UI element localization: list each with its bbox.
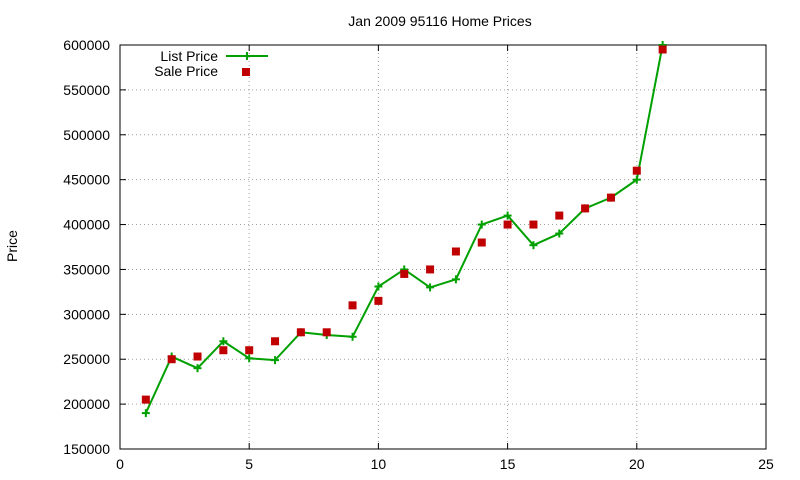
sale-price-point [167,355,176,364]
y-tick-label: 150000 [63,441,110,457]
sale-price-point [503,220,512,229]
x-tick-label: 10 [371,456,387,472]
y-tick-label: 250000 [63,351,110,367]
list-price-line [144,44,664,414]
sale-price-point [271,337,280,346]
x-tick-label: 5 [245,456,253,472]
x-tick-label: 20 [629,456,645,472]
y-tick-label: 400000 [63,217,110,233]
y-tick-label: 550000 [63,82,110,98]
grid [120,45,766,449]
y-tick-label: 200000 [63,396,110,412]
list-price-point [374,282,383,291]
axis-ticks: 0 5 10 15 20 25 150000 200000 250000 300000 350000… [63,37,774,472]
sale-price-point [581,204,590,213]
legend-label-sale-price: Sale Price [154,63,218,79]
sale-price-point [555,211,564,220]
list-price-point [632,175,641,184]
sale-price-point [400,269,409,278]
y-tick-label: 300000 [63,306,110,322]
legend-marker-sale-price [242,68,250,76]
list-price-point [193,364,202,373]
chart-title: Jan 2009 95116 Home Prices [348,13,531,29]
sale-price-point [245,346,254,355]
list-price-point [219,337,228,346]
sale-price-point [374,296,383,305]
sale-price-point [322,328,331,337]
x-tick-label: 0 [116,456,124,472]
legend-label-list-price: List Price [160,48,218,64]
x-tick-label: 25 [758,456,774,472]
x-tick-label: 15 [500,456,516,472]
list-price-point [348,332,357,341]
sale-price-point [219,346,228,355]
sale-price-point [529,220,538,229]
list-price-point [503,211,512,220]
sale-price-point [477,238,486,247]
y-tick-label: 350000 [63,261,110,277]
y-axis-label: Price [4,230,20,262]
y-tick-label: 450000 [63,172,110,188]
list-price-point [477,220,486,229]
y-tick-label: 600000 [63,37,110,53]
plot-frame [119,44,767,450]
sale-price-point [141,395,150,404]
sale-price-point [451,247,460,256]
series-layer [141,41,667,418]
sale-price-point [193,352,202,361]
list-price-point [555,229,564,238]
sale-price-point [606,193,615,202]
y-tick-label: 500000 [63,127,110,143]
sale-price-point [632,166,641,175]
list-price-point [245,354,254,363]
list-price-point [451,275,460,284]
sale-price-point [658,45,667,54]
sale-price-point [426,265,435,274]
sale-price-point [348,301,357,310]
list-price-point [529,241,538,250]
list-price-point [426,283,435,292]
list-price-point [271,356,280,365]
list-price-point [141,409,150,418]
sale-price-point [296,328,305,337]
